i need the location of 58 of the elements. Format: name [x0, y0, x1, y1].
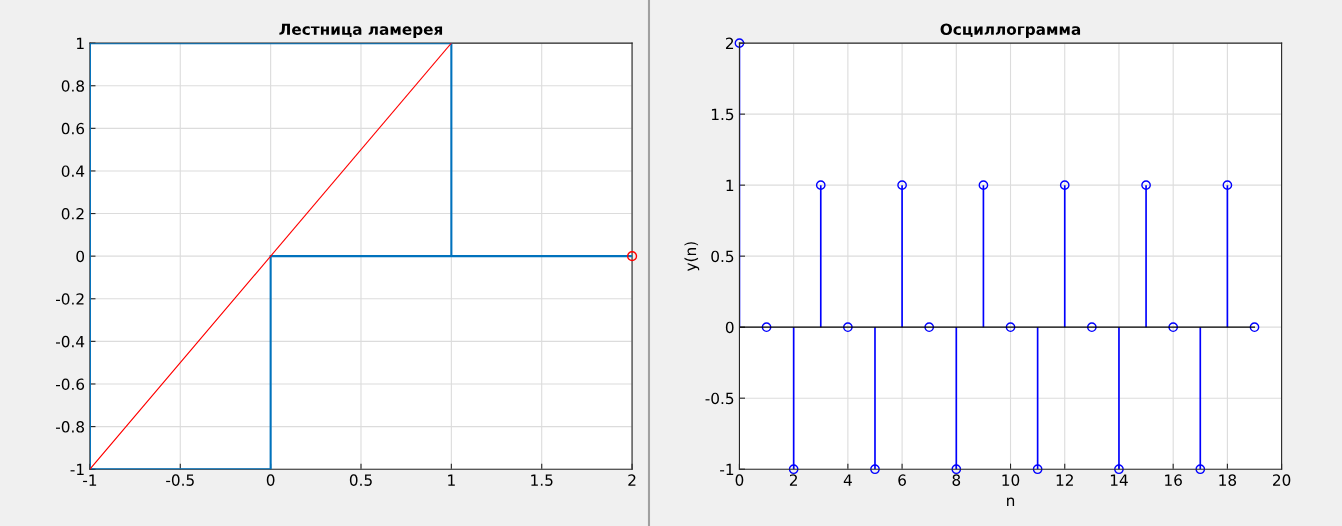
point [1059, 180, 1070, 191]
x-tick-label: 0.5 [349, 474, 372, 486]
y-tick-label: 0.5 [711, 250, 734, 263]
x-axis-title: n [1007, 497, 1015, 506]
point [1005, 322, 1016, 333]
x-tick-label: 1.5 [531, 474, 553, 486]
point [1032, 464, 1043, 475]
y-tick-label: -0.8 [55, 421, 85, 433]
y-tick-label: 1.5 [711, 108, 734, 121]
y-tick-label: 0 [725, 321, 734, 334]
x-tick-label: 18 [1219, 474, 1237, 486]
y-tick-label: 0.6 [61, 122, 85, 135]
point [761, 322, 772, 333]
point [951, 464, 962, 475]
chart-title: Лестница ламерея [279, 23, 443, 38]
y-tick-label: -0.2 [55, 293, 84, 305]
y-tick-label: 1 [77, 37, 84, 49]
point [1195, 464, 1206, 475]
point [1114, 464, 1124, 475]
y-tick-label: -0.6 [55, 378, 85, 390]
y-axis-title: y(n) [684, 242, 700, 272]
y-tick-label: -0.5 [705, 392, 734, 405]
y-tick-label: -1 [70, 463, 84, 475]
point [815, 180, 826, 191]
x-tick-label: -0.5 [166, 474, 194, 486]
point [924, 322, 935, 333]
x-tick-label: 10 [1002, 474, 1020, 486]
point [1222, 180, 1233, 191]
y-tick-label: 1 [726, 179, 734, 191]
x-tick-label: 6 [898, 474, 906, 486]
x-tick-label: 2 [628, 474, 636, 486]
x-tick-label: 0 [266, 474, 275, 486]
x-tick-label: 14 [1110, 474, 1128, 486]
x-tick-label: 20 [1273, 474, 1291, 486]
point [870, 464, 880, 475]
x-tick-label: 8 [952, 474, 961, 486]
x-tick-label: 4 [843, 474, 852, 486]
point [843, 322, 853, 333]
y-tick-label: 0.4 [61, 165, 85, 177]
point [1141, 180, 1151, 191]
x-tick-label: 16 [1165, 474, 1182, 486]
point [788, 464, 799, 475]
point [978, 180, 989, 191]
x-tick-label: 12 [1056, 474, 1073, 486]
point [1168, 322, 1179, 333]
y-tick-label: 0 [76, 250, 85, 263]
x-tick-label: 1 [448, 474, 455, 486]
x-tick-label: 2 [789, 474, 797, 486]
point [897, 180, 907, 191]
y-tick-label: 2 [725, 37, 734, 49]
point [1249, 322, 1260, 333]
x-tick-label: 0 [735, 474, 744, 486]
chart-title: Осциллограмма [940, 23, 1081, 38]
y-tick-label: -0.4 [55, 335, 85, 348]
y-tick-label: 0.8 [61, 80, 85, 92]
y-tick-label: 0.2 [61, 208, 84, 220]
point [1086, 322, 1097, 333]
y-tick-label: -1 [720, 463, 734, 475]
